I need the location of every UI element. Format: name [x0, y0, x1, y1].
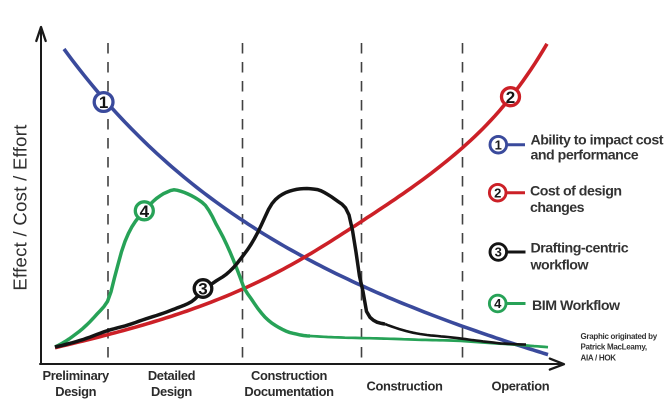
svg-text:Design: Design: [55, 384, 96, 399]
svg-text:1: 1: [495, 137, 502, 152]
svg-text:4: 4: [494, 296, 502, 311]
svg-text:Documentation: Documentation: [244, 384, 334, 399]
svg-text:Construction: Construction: [251, 368, 327, 383]
svg-text:BIM Workflow: BIM Workflow: [532, 298, 621, 314]
svg-text:2: 2: [494, 185, 501, 200]
svg-text:changes: changes: [530, 200, 585, 216]
svg-text:1: 1: [99, 93, 108, 112]
svg-text:4: 4: [140, 202, 150, 221]
svg-text:Operation: Operation: [492, 379, 550, 394]
svg-text:Patrick MacLeamy,: Patrick MacLeamy,: [581, 343, 647, 352]
svg-text:Ability to impact cost: Ability to impact cost: [531, 133, 664, 149]
svg-text:Construction: Construction: [366, 379, 442, 394]
svg-text:Graphic originated by: Graphic originated by: [581, 332, 658, 341]
svg-text:Design: Design: [151, 384, 192, 399]
svg-text:Effect / Cost / Effort: Effect / Cost / Effort: [10, 124, 31, 290]
svg-text:3: 3: [495, 245, 502, 260]
svg-text:2: 2: [506, 88, 515, 107]
svg-text:Cost of design: Cost of design: [530, 184, 622, 200]
svg-text:Preliminary: Preliminary: [43, 368, 111, 383]
svg-text:and performance: and performance: [531, 148, 639, 164]
svg-text:Drafting-centric: Drafting-centric: [531, 241, 629, 257]
svg-text:workflow: workflow: [530, 258, 590, 274]
svg-text:AIA / HOK: AIA / HOK: [581, 353, 617, 362]
svg-text:3: 3: [198, 280, 207, 299]
svg-text:Detailed: Detailed: [148, 368, 196, 383]
